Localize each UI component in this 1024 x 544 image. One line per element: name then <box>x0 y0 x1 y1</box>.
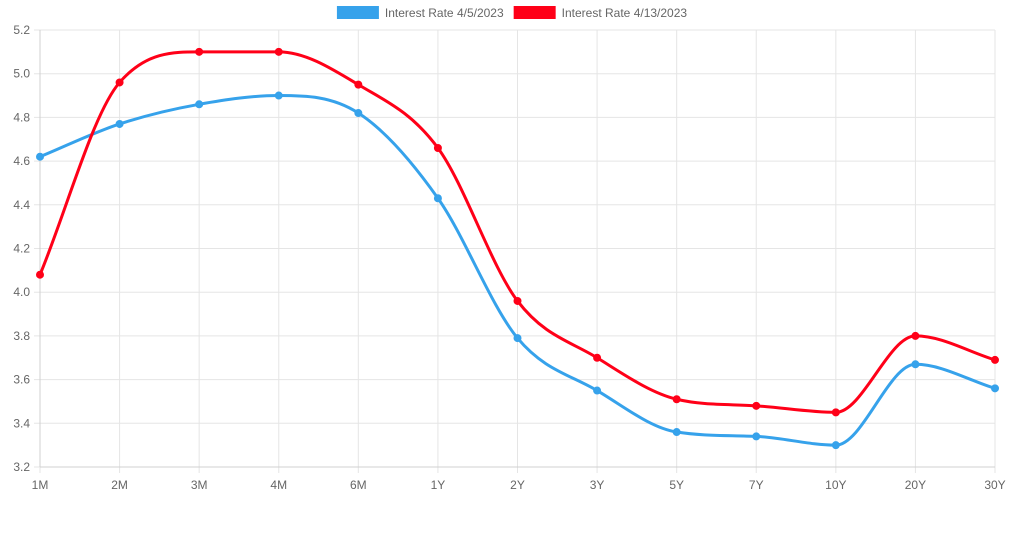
data-point[interactable] <box>752 401 761 410</box>
series-points <box>36 47 999 450</box>
y-tick-label: 5.0 <box>13 67 30 81</box>
data-point[interactable] <box>513 334 522 343</box>
y-tick-label: 3.8 <box>13 329 30 343</box>
data-point[interactable] <box>991 355 999 364</box>
data-point[interactable] <box>752 432 761 441</box>
data-point[interactable] <box>911 331 920 340</box>
data-point[interactable] <box>195 100 204 109</box>
data-point[interactable] <box>433 143 442 152</box>
data-point[interactable] <box>195 47 204 56</box>
data-point[interactable] <box>354 80 363 89</box>
legend-label[interactable]: Interest Rate 4/13/2023 <box>562 6 688 20</box>
data-point[interactable] <box>593 353 602 362</box>
grid <box>34 29 996 473</box>
x-tick-label: 10Y <box>825 478 846 492</box>
data-point[interactable] <box>36 270 44 279</box>
x-tick-label: 1M <box>32 478 49 492</box>
y-tick-label: 4.0 <box>13 285 30 299</box>
legend-swatch[interactable] <box>336 6 379 19</box>
x-tick-label: 3M <box>191 478 208 492</box>
legend: Interest Rate 4/5/2023 Interest Rate 4/13… <box>336 6 688 20</box>
x-tick-label: 6M <box>350 478 367 492</box>
data-point[interactable] <box>354 109 363 118</box>
data-point[interactable] <box>672 428 681 437</box>
x-tick-label: 5Y <box>669 478 684 492</box>
legend-label[interactable]: Interest Rate 4/5/2023 <box>385 6 504 20</box>
data-point[interactable] <box>274 47 283 56</box>
y-tick-label: 3.4 <box>13 416 30 430</box>
y-tick-label: 4.8 <box>13 110 30 124</box>
x-tick-label: 20Y <box>905 478 926 492</box>
data-point[interactable] <box>274 91 283 100</box>
data-point[interactable] <box>831 408 840 417</box>
data-point[interactable] <box>593 386 602 395</box>
y-axis-ticks: 3.2 3.4 3.6 3.8 4.0 4.2 4.4 4.6 4.8 5.0 5.2 <box>13 23 30 474</box>
data-point[interactable] <box>991 384 999 393</box>
y-tick-label: 4.4 <box>13 198 30 212</box>
y-tick-label: 4.2 <box>13 242 30 256</box>
legend-swatch[interactable] <box>513 6 556 19</box>
data-point[interactable] <box>911 360 920 369</box>
y-tick-label: 3.6 <box>13 373 30 387</box>
y-tick-label: 3.2 <box>13 460 30 474</box>
x-tick-label: 30Y <box>984 478 1005 492</box>
x-tick-label: 7Y <box>749 478 764 492</box>
data-point[interactable] <box>513 296 522 305</box>
data-point[interactable] <box>831 441 840 450</box>
x-tick-label: 1Y <box>431 478 446 492</box>
x-tick-label: 4M <box>270 478 287 492</box>
x-tick-label: 2Y <box>510 478 525 492</box>
data-point[interactable] <box>115 78 124 87</box>
y-tick-label: 5.2 <box>13 23 30 37</box>
data-point[interactable] <box>672 395 681 404</box>
data-point[interactable] <box>36 152 44 161</box>
data-point[interactable] <box>433 194 442 203</box>
x-tick-label: 3Y <box>590 478 605 492</box>
y-tick-label: 4.6 <box>13 154 30 168</box>
x-tick-label: 2M <box>111 478 128 492</box>
x-axis-ticks: 1M 2M 3M 4M 6M 1Y 2Y 3Y 5Y 7Y 10Y 20Y 30Y <box>32 478 1006 492</box>
data-point[interactable] <box>115 119 124 128</box>
